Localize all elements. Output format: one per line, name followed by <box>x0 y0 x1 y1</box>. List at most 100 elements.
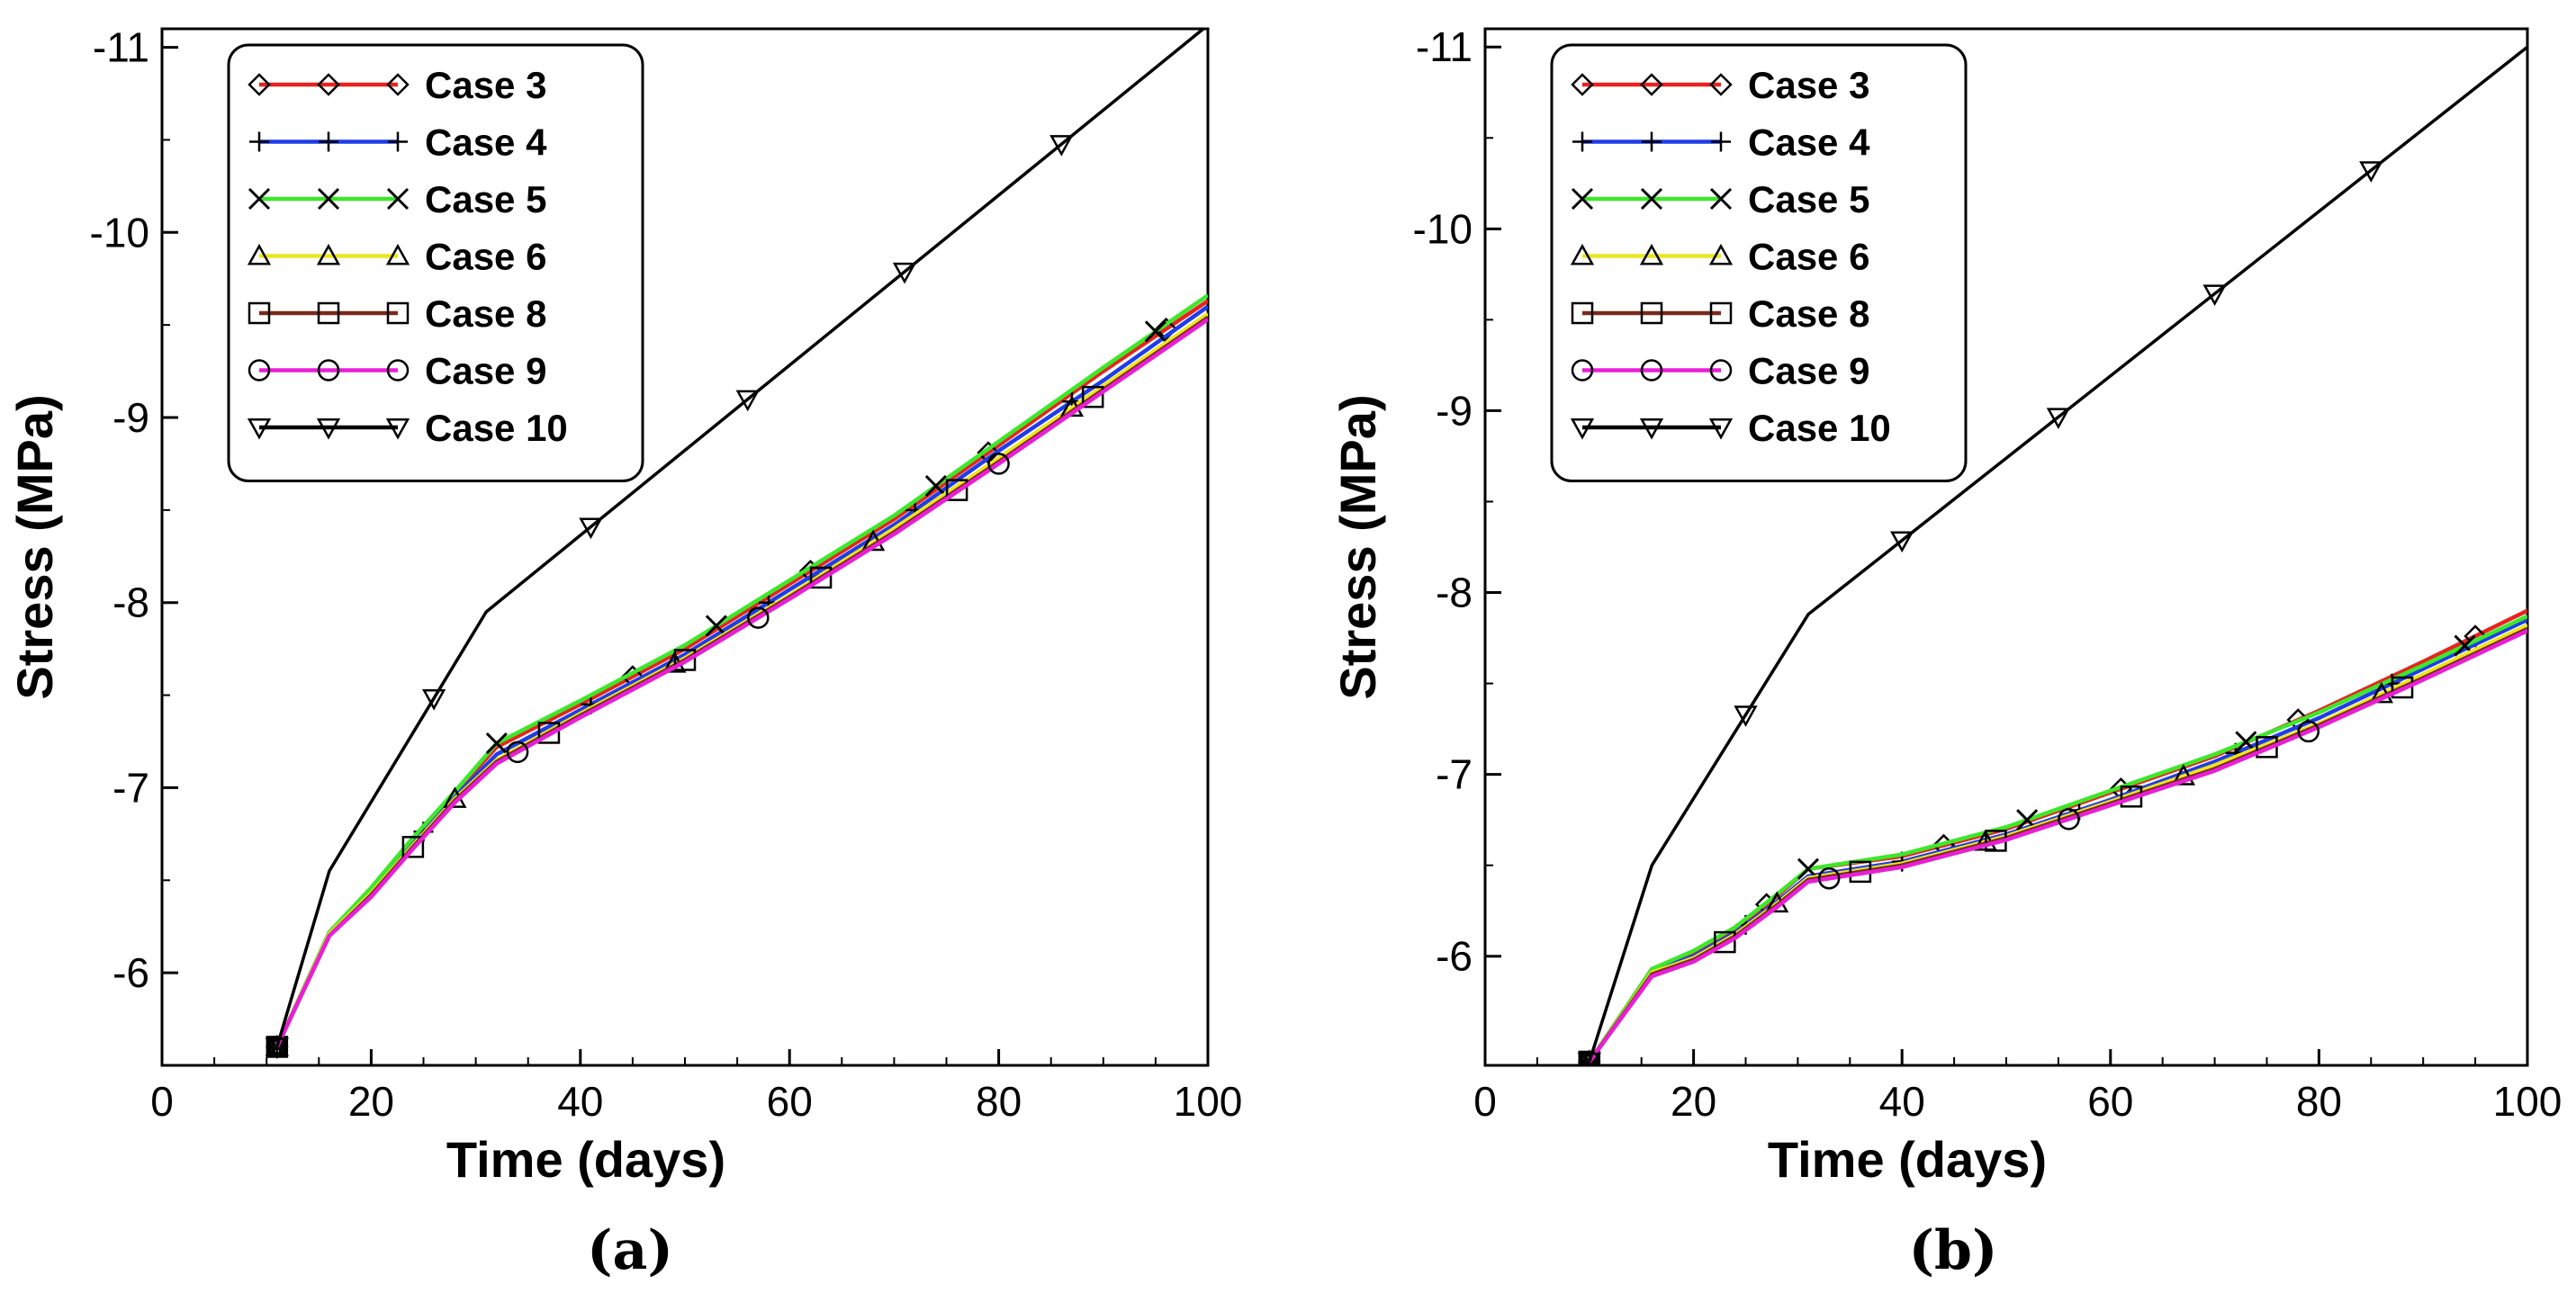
data-point-marker <box>2359 161 2383 183</box>
legend-marker <box>317 73 340 96</box>
data-point-marker <box>1817 867 1841 890</box>
legend-label: Case 4 <box>1748 121 1870 164</box>
legend-label: Case 6 <box>425 236 546 278</box>
series-line <box>1588 45 2527 1063</box>
legend-entry: Case 10 <box>247 407 568 449</box>
legend-marker <box>1571 359 1594 382</box>
legend-label: Case 5 <box>1748 178 1869 220</box>
legend-marker <box>386 73 410 96</box>
legend-label: Case 4 <box>425 121 547 164</box>
legend-label: Case 9 <box>425 350 546 392</box>
series-case-10 <box>1577 45 2527 1065</box>
legend-entry: Case 6 <box>1570 236 1869 278</box>
data-point-marker <box>579 517 603 540</box>
legend-entry: Case 3 <box>1571 64 1869 106</box>
data-point-marker <box>1144 320 1166 343</box>
legend-label: Case 3 <box>425 64 546 106</box>
legend-label: Case 10 <box>1748 407 1891 449</box>
data-point-marker <box>421 688 446 711</box>
legend-marker <box>1639 418 1664 440</box>
data-point-marker <box>2171 764 2195 786</box>
data-point-marker <box>2046 408 2071 430</box>
legend-marker <box>1572 131 1592 152</box>
legend-marker <box>1639 243 1664 265</box>
legend-marker <box>1709 301 1733 325</box>
legend-marker <box>1709 73 1733 96</box>
legend-marker <box>249 131 269 152</box>
y-axis-title: Stress (MPa) <box>6 394 63 699</box>
data-point-marker <box>401 836 425 858</box>
legend-marker <box>317 187 340 211</box>
legend-marker <box>1640 301 1663 325</box>
x-tick-label: 40 <box>557 1078 603 1125</box>
legend-label: Case 9 <box>1748 350 1869 392</box>
data-point-marker <box>673 649 697 671</box>
y-tick-label: -8 <box>113 579 149 626</box>
y-tick-label: -6 <box>1436 933 1473 980</box>
x-axis-title: Time (days) <box>446 1131 725 1188</box>
y-axis-title: Stress (MPa) <box>1329 394 1386 699</box>
series-case-3 <box>1578 608 2527 1065</box>
data-point-marker <box>945 479 968 501</box>
series-case-10 <box>265 29 1206 1060</box>
x-tick-label: 20 <box>348 1078 394 1125</box>
data-point-marker <box>2058 808 2080 831</box>
legend-label: Case 8 <box>1748 292 1869 335</box>
data-point-marker <box>1890 531 1914 553</box>
panel-label: (b) <box>1909 1219 1998 1282</box>
y-tick-label: -9 <box>1436 387 1473 434</box>
y-tick-label: -9 <box>113 394 149 441</box>
data-point-marker <box>924 475 947 498</box>
data-point-marker <box>265 1037 289 1060</box>
legend-marker <box>319 131 338 152</box>
y-tick-label: -10 <box>90 209 149 256</box>
legend-entry: Case 5 <box>248 178 546 220</box>
data-point-marker <box>1081 385 1104 409</box>
series-line <box>275 318 1208 1048</box>
panel-label: (a) <box>587 1219 673 1282</box>
legend-label: Case 5 <box>425 178 546 220</box>
legend-marker <box>248 73 271 96</box>
chart-panel-1: 0 20 40 60 80 100 -6 -7 -8 -9 -10 -11 Time (days) Str… <box>6 24 1242 1282</box>
legend-marker <box>386 187 410 211</box>
y-tick-label: -11 <box>1416 23 1473 70</box>
series-line <box>1587 623 2527 1064</box>
legend-marker <box>247 418 272 440</box>
x-tick-label: 100 <box>1174 1078 1243 1125</box>
data-point-marker <box>735 390 760 412</box>
data-point-marker <box>747 606 770 629</box>
y-tick-label: -7 <box>1436 751 1473 798</box>
data-point-marker <box>537 722 561 744</box>
series-case-4 <box>1579 617 2527 1065</box>
series-line <box>1587 628 2527 1064</box>
y-tick-label: -6 <box>113 949 149 996</box>
legend-marker <box>386 359 410 382</box>
series-case-6 <box>1581 623 2527 1065</box>
legend-marker <box>1708 418 1734 440</box>
data-point-marker <box>2202 284 2227 306</box>
data-point-marker <box>809 566 833 589</box>
x-axis-ticks: 0 20 40 60 80 100 <box>150 1049 1242 1125</box>
legend: Case 3 Case 4 Case 5 Case 6 Case 8 Case 9 Case… <box>1550 43 1968 482</box>
series-line <box>1587 608 2527 1064</box>
data-point-marker <box>705 615 727 637</box>
legend-marker <box>247 243 272 265</box>
legend-entry: Case 4 <box>249 121 547 164</box>
series-case-5 <box>1578 614 2527 1065</box>
legend: Case 3 Case 4 Case 5 Case 6 Case 8 Case 9 Case… <box>227 43 644 482</box>
legend-entry: Case 4 <box>1572 121 1870 164</box>
legend-marker <box>248 187 271 211</box>
series-line <box>275 29 1206 1047</box>
x-tick-label: 0 <box>150 1078 174 1125</box>
legend-marker <box>386 301 410 325</box>
x-tick-label: 100 <box>2493 1078 2562 1125</box>
data-point-marker <box>1578 1050 1601 1065</box>
legend-marker <box>1709 359 1733 382</box>
legend-marker <box>1708 243 1734 265</box>
legend-label: Case 3 <box>1748 64 1869 106</box>
legend-marker <box>1570 418 1595 440</box>
legend-marker <box>317 359 340 382</box>
data-point-marker <box>1049 135 1074 157</box>
legend-marker <box>1640 187 1663 211</box>
